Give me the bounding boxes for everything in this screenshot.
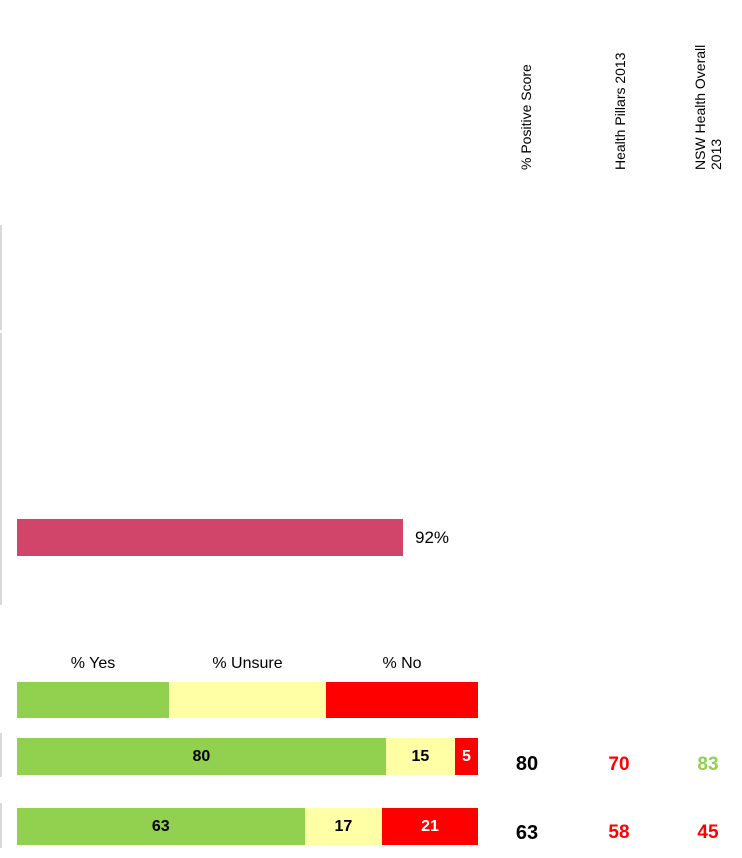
positive-score-value: 63: [515, 822, 539, 844]
section-divider: [0, 225, 2, 330]
legend-label-unsure: % Unsure: [212, 655, 283, 672]
positive-score-value: 80: [515, 753, 539, 775]
legend-swatch-yes: [17, 682, 169, 718]
stacked-segment-yes: 63: [17, 808, 305, 845]
stacked-segment-unsure: 15: [385, 738, 455, 775]
nsw-overall-value: 45: [697, 822, 719, 843]
legend-swatch-no: [326, 682, 478, 718]
positive-score-bar: [17, 519, 404, 556]
legend-label-no: % No: [382, 655, 422, 672]
header-health-pillars: Health Pillars 2013: [612, 52, 628, 170]
stacked-segment-no: 5: [454, 738, 478, 775]
legend-label-yes: % Yes: [70, 655, 116, 672]
stacked-segment-no: 21: [382, 808, 478, 845]
stacked-segment-unsure: 17: [304, 808, 383, 845]
legend-swatch-unsure: [169, 682, 326, 718]
stacked-segment-yes: 80: [17, 738, 386, 775]
row-divider: [0, 733, 2, 777]
health-pillars-value: 70: [608, 754, 630, 775]
health-pillars-value: 58: [608, 822, 630, 843]
positive-score-bar-label: 92%: [415, 528, 450, 547]
nsw-overall-value: 83: [697, 754, 719, 775]
header-nsw-overall-line1: NSW Health Overall: [692, 44, 708, 170]
row-divider: [0, 803, 2, 848]
section-divider: [0, 333, 2, 605]
header-nsw-overall-line2: 2013: [708, 138, 724, 170]
header-positive-score: % Positive Score: [518, 64, 534, 170]
